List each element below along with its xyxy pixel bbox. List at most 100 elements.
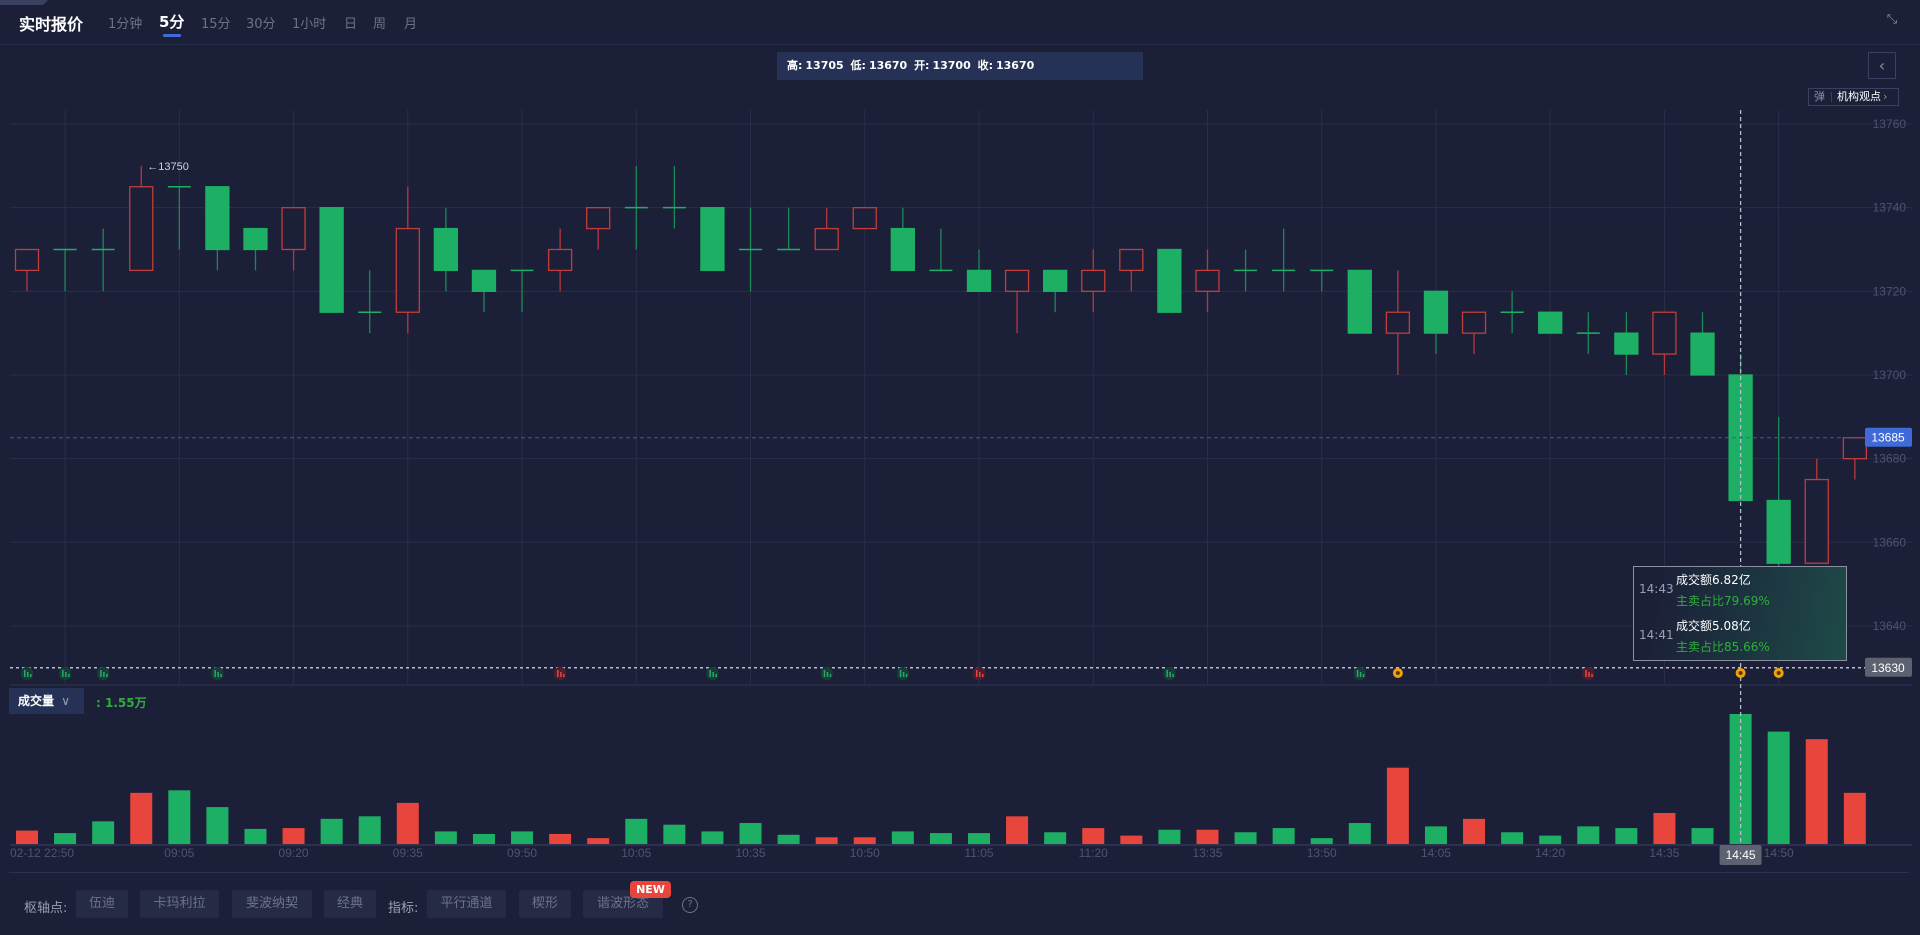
chevron-right-icon: › [1883, 90, 1888, 103]
candle-body [1423, 290, 1449, 334]
volume-bar [777, 834, 800, 844]
x-tick-label: 14:05 [1421, 846, 1451, 860]
candle [319, 207, 344, 313]
expand-panel-button[interactable]: ‹ [1868, 52, 1896, 79]
tab-5min[interactable]: 5分 [159, 13, 185, 31]
x-tick-label: 13:50 [1307, 846, 1337, 860]
volume-bar [701, 831, 724, 844]
sell-signal-icon [973, 667, 985, 680]
collapse-arrows-icon[interactable]: ⤡ [1886, 12, 1898, 27]
tooltip-ratio: 主卖占比79.69% [1676, 594, 1770, 608]
candle [167, 185, 191, 250]
volume-bar [853, 837, 876, 844]
candle-body [547, 248, 573, 272]
harmonic-pattern-button[interactable]: 谐波形态 [583, 890, 663, 918]
wedge-button[interactable]: 楔形 [519, 890, 571, 918]
tab-month[interactable]: 月 [404, 17, 418, 32]
pivot-woodie-button[interactable]: 伍迪 [76, 890, 128, 918]
tab-1min[interactable]: 1分钟 [108, 17, 143, 32]
x-tick-label: 10:50 [850, 846, 880, 860]
candle [1119, 248, 1144, 292]
candle-body [1043, 269, 1068, 292]
event-marker-center [1738, 671, 1743, 675]
volume-bar [1463, 818, 1486, 844]
candle [1081, 249, 1106, 313]
candle [966, 249, 992, 292]
signal-bar [899, 670, 902, 677]
tab-1hour[interactable]: 1小时 [292, 17, 327, 32]
signal-bar [826, 672, 829, 677]
candle [510, 269, 534, 313]
x-tick-label: 14:20 [1535, 846, 1565, 860]
new-badge: NEW [630, 881, 671, 898]
candle [586, 207, 611, 250]
signal-bar [220, 674, 222, 677]
volume-bar [1691, 828, 1714, 844]
signal-bar [65, 672, 67, 677]
chevron-left-icon: ‹ [1878, 56, 1886, 75]
candle-body [1347, 269, 1372, 334]
signal-bar [68, 674, 70, 677]
pivot-classic-button[interactable]: 经典 [324, 890, 376, 918]
signal-bar [979, 672, 981, 677]
volume-bar [472, 833, 495, 844]
y-tick-label: 13760 [1873, 117, 1907, 131]
chevron-down-icon: ∨ [61, 694, 70, 708]
divider [9, 872, 1909, 873]
volume-bar [1615, 828, 1638, 844]
candle [243, 227, 268, 271]
candle [1385, 270, 1411, 375]
x-tick-label: 09:35 [393, 846, 423, 860]
current-price-label: 13685 [1871, 431, 1905, 445]
candle [890, 207, 915, 272]
crosshair-price-label: 13630 [1871, 661, 1905, 675]
candle [1652, 311, 1677, 375]
event-marker-icon [1735, 668, 1746, 678]
candle-body [1614, 332, 1639, 355]
signal-bar [1591, 674, 1593, 677]
candle-body [1690, 332, 1715, 376]
signal-bar [1585, 670, 1587, 677]
tab-week[interactable]: 周 [373, 17, 387, 32]
pivot-camarilla-button[interactable]: 卡玛利拉 [140, 890, 219, 918]
volume-bar [511, 831, 534, 844]
volume-bar [16, 830, 38, 844]
danmaku-toggle[interactable]: 弹 [1809, 91, 1832, 102]
tab-30min[interactable]: 30分 [246, 17, 276, 32]
candle [1310, 269, 1334, 292]
candle [929, 228, 953, 272]
signal-bar [563, 674, 565, 677]
trade-tooltip: 14:43 成交额6.82亿 主卖占比79.69% 14:41 成交额5.08亿… [1633, 566, 1847, 661]
volume-bar [1120, 835, 1143, 844]
tab-day[interactable]: 日 [344, 17, 358, 32]
institution-view-toggle[interactable]: 弹 机构观点 › [1808, 88, 1899, 106]
x-tick-label: 10:05 [621, 846, 651, 860]
institution-view-label[interactable]: 机构观点 [1837, 90, 1881, 103]
kline-chart[interactable]: 13760 13740 13720 13700 13680 13660 13640 02-12… [0, 0, 1920, 870]
candle [53, 248, 77, 292]
volume-bar [929, 833, 952, 844]
low-value: 13670 [868, 59, 908, 72]
question-circle-icon[interactable]: ? [682, 897, 698, 913]
buy-signal-icon [21, 667, 33, 680]
signal-bar [27, 672, 29, 677]
volume-bar [1767, 731, 1790, 844]
volume-bar [1158, 829, 1181, 844]
pivot-fibonacci-button[interactable]: 斐波纳契 [232, 890, 312, 918]
candle-body [319, 207, 344, 313]
event-marker-center [1395, 671, 1400, 675]
parallel-channel-button[interactable]: 平行通道 [427, 890, 506, 918]
volume-indicator-select[interactable]: 成交量 ∨ [9, 688, 84, 714]
candle [1234, 249, 1258, 292]
candle [1690, 312, 1715, 376]
candle-body [281, 207, 306, 251]
close-label: 收: [977, 59, 993, 72]
tooltip-ratio: 主卖占比85.66% [1676, 640, 1770, 654]
candle [395, 186, 420, 334]
candle [1766, 416, 1791, 585]
tab-15min[interactable]: 15分 [201, 17, 231, 32]
candle [205, 186, 230, 271]
signal-bar [30, 674, 32, 677]
buy-signal-icon [706, 667, 719, 680]
volume-bar [130, 792, 153, 844]
